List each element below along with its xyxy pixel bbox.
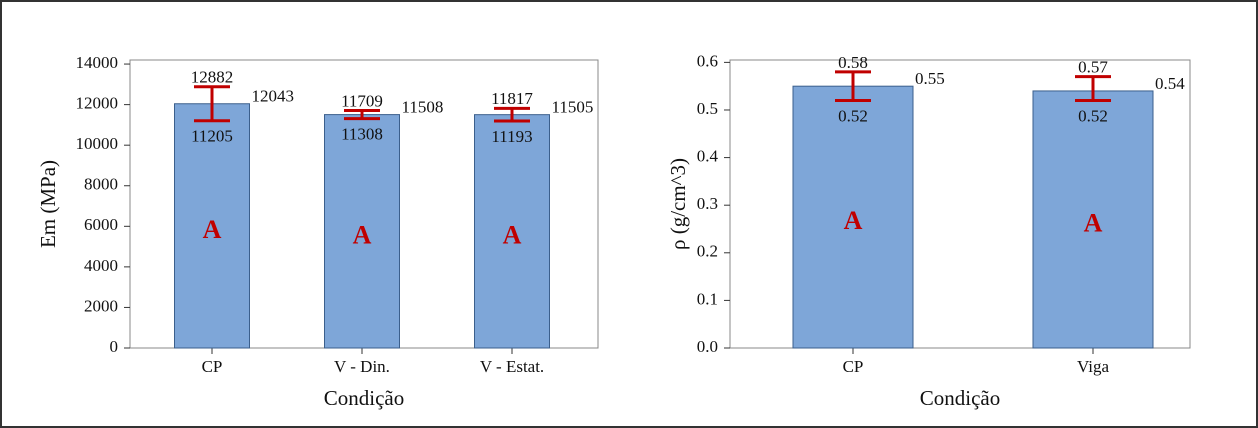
- y-tick-label: 10000: [76, 134, 119, 153]
- x-tick-label: V - Din.: [334, 357, 390, 376]
- y-tick-label: 0.5: [697, 99, 718, 118]
- y-tick-label: 0.2: [697, 242, 718, 261]
- y-tick-label: 0.1: [697, 289, 718, 308]
- value-label: 11505: [552, 98, 594, 117]
- y-tick-label: 0.6: [697, 51, 718, 70]
- group-letter: A: [503, 220, 522, 249]
- group-letter: A: [353, 220, 372, 249]
- x-tick-label: CP: [843, 357, 864, 376]
- x-tick-label: V - Estat.: [480, 357, 544, 376]
- lower-label: 0.52: [838, 106, 868, 125]
- y-tick-label: 14000: [76, 53, 119, 72]
- lower-label: 0.52: [1078, 106, 1108, 125]
- upper-label: 12882: [191, 68, 234, 87]
- bar: [792, 85, 914, 349]
- value-label: 12043: [252, 87, 295, 106]
- upper-label: 0.57: [1078, 58, 1108, 77]
- x-tick-label: Viga: [1077, 357, 1109, 376]
- y-axis-label: ρ (g/cm^3): [666, 158, 690, 250]
- lower-label: 11193: [491, 127, 532, 146]
- group-letter: A: [1084, 208, 1103, 237]
- bar: [174, 103, 250, 349]
- group-letter: A: [203, 215, 222, 244]
- plot-area: [729, 59, 1191, 349]
- y-tick-label: 0.3: [697, 194, 718, 213]
- x-axis-label: Condição: [324, 386, 404, 410]
- upper-label: 0.58: [838, 53, 868, 72]
- value-label: 11508: [402, 98, 444, 117]
- y-tick-label: 12000: [76, 94, 119, 113]
- y-axis-label: Em (MPa): [36, 160, 60, 248]
- y-tick-label: 6000: [84, 215, 118, 234]
- bar: [324, 114, 400, 349]
- group-letter: A: [844, 206, 863, 235]
- y-tick-label: 8000: [84, 175, 118, 194]
- y-tick-label: 4000: [84, 256, 118, 275]
- bar: [474, 114, 550, 349]
- value-label: 0.54: [1155, 74, 1185, 93]
- upper-label: 11709: [341, 91, 383, 110]
- y-tick-label: 0.0: [697, 337, 718, 356]
- upper-label: 11817: [491, 89, 533, 108]
- x-tick-label: CP: [202, 357, 223, 376]
- value-label: 0.55: [915, 69, 945, 88]
- lower-label: 11308: [341, 125, 383, 144]
- y-tick-label: 0: [110, 337, 119, 356]
- y-tick-label: 2000: [84, 296, 118, 315]
- x-axis-label: Condição: [920, 386, 1000, 410]
- y-tick-label: 0.4: [697, 146, 719, 165]
- lower-label: 11205: [191, 127, 233, 146]
